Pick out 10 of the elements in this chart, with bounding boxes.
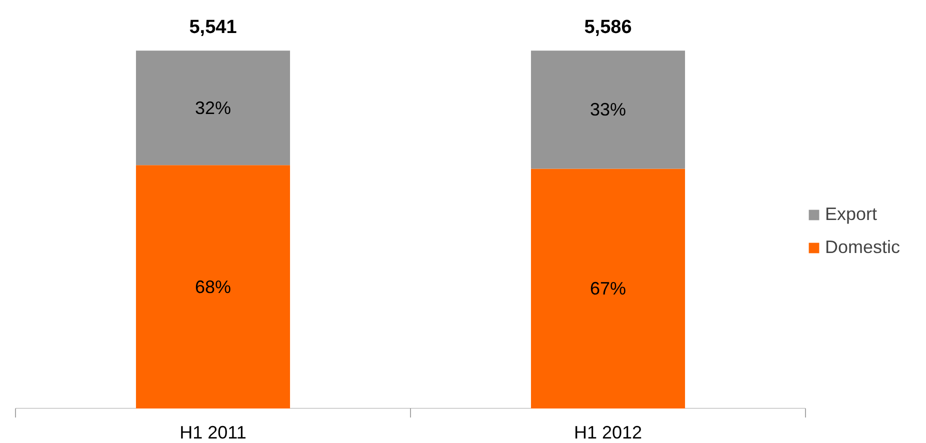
text: 5,541 (189, 17, 238, 38)
legend-label: Domestic (825, 237, 900, 258)
legend-label: Export (825, 204, 878, 225)
x-tick-label: H1 2011 (180, 422, 246, 442)
x-tick-label: H1 2012 (574, 422, 642, 442)
text: 5,586 (584, 17, 632, 38)
data-label: 67% (590, 278, 626, 299)
data-label: 68% (194, 276, 232, 297)
data-label: 33% (590, 100, 626, 120)
data-label: 32% (194, 98, 232, 118)
